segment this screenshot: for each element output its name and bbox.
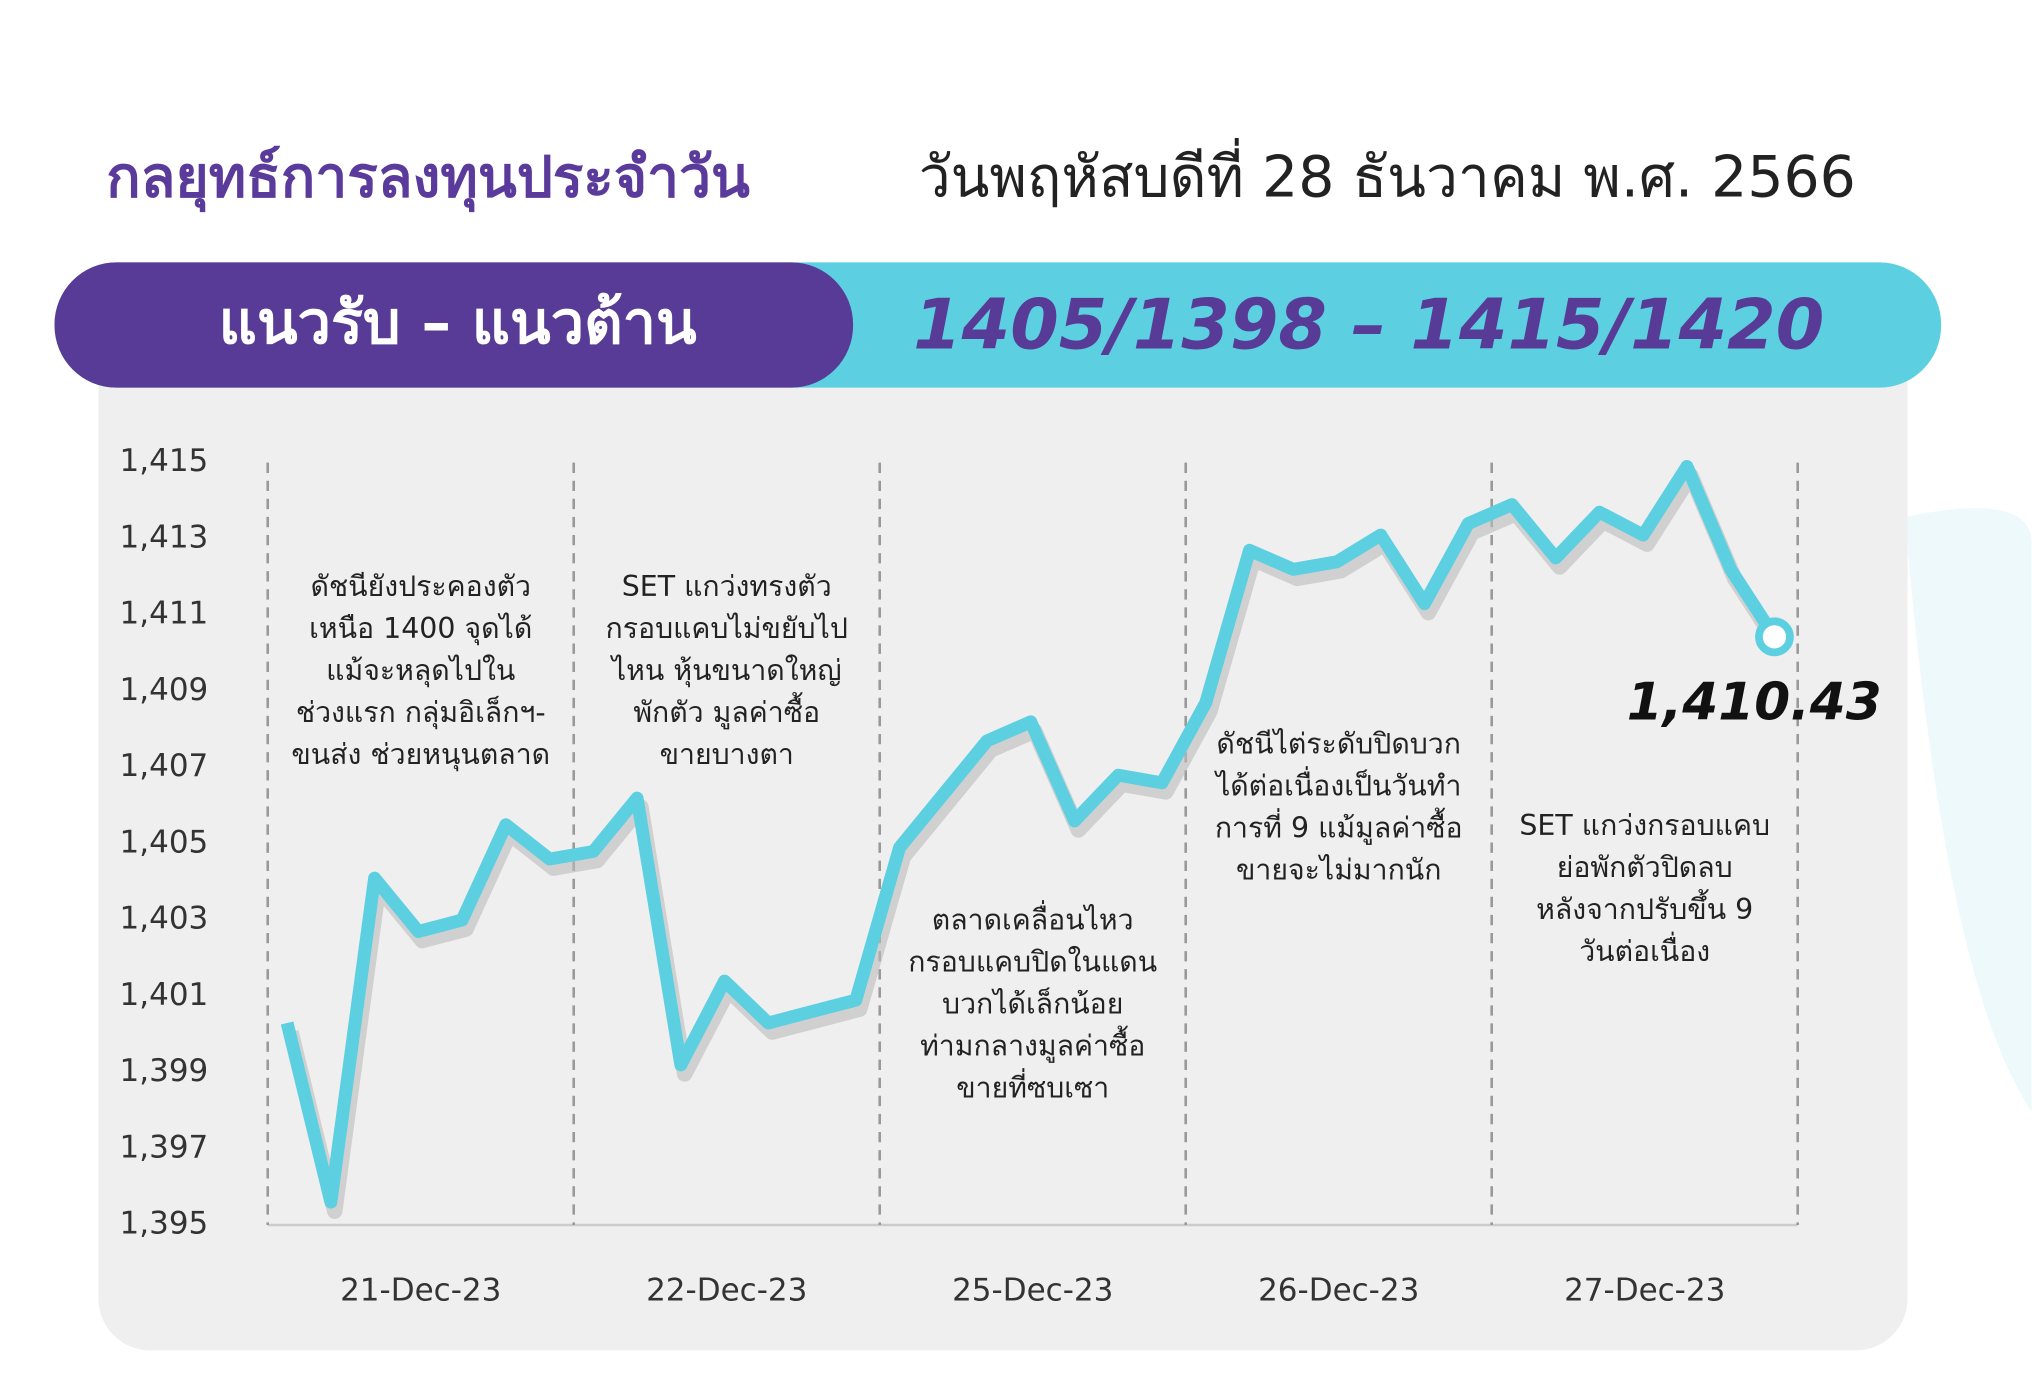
annotation: กรอบแคบไม่ขยับไป [606, 612, 848, 645]
last-label: 1,410.43 [1627, 673, 1882, 733]
y-tick-label: 1,407 [120, 748, 209, 784]
line [280, 459, 1780, 1209]
y-tick-label: 1,405 [120, 824, 209, 860]
y-tick-label: 1,397 [120, 1129, 209, 1165]
annotation: แม้จะหลุดไปใน [326, 654, 515, 688]
annotation: ช่วงแรก กลุ่มอิเล็กฯ- [296, 694, 546, 730]
y-tick-label: 1,403 [120, 901, 209, 937]
annotation: ย่อพักตัวปิดลบ [1557, 851, 1733, 884]
annotation: ได้ต่อเนื่องเป็นวันทำ [1214, 767, 1462, 803]
annotation: ตลาดเคลื่อนไหว [932, 900, 1134, 936]
y-tick-label: 1,399 [120, 1053, 209, 1089]
banner-left [54, 262, 854, 388]
annotation: กรอบแคบปิดในแดน [908, 945, 1157, 978]
annotation: SET แกว่งกรอบแคบ [1519, 809, 1770, 842]
x-tick-label: 25-Dec-23 [952, 1273, 1113, 1309]
date: วันพฤหัสบดีที่ 28 ธันวาคม พ.ศ. 2566 [919, 138, 1856, 211]
x-tick-label: 21-Dec-23 [340, 1273, 501, 1309]
annotation: บวกได้เล็กน้อย [942, 985, 1123, 1020]
banner-label: แนวรับ – แนวต้าน [219, 289, 697, 358]
x-tick-label: 27-Dec-23 [1564, 1273, 1725, 1309]
x-tick-label: 26-Dec-23 [1258, 1273, 1419, 1309]
last-point [1755, 617, 1794, 657]
annotation: ท่ามกลางมูลค่าซื้อ [920, 1025, 1145, 1063]
y-tick-label: 1,415 [120, 443, 209, 479]
y-tick-label: 1,409 [120, 672, 209, 708]
annotation: ขายบางตา [660, 738, 794, 771]
y-tick-label: 1,395 [120, 1206, 209, 1242]
annotation: เหนือ 1400 จุดได้ [309, 612, 532, 646]
annotation: การที่ 9 แม้มูลค่าซื้อ [1215, 808, 1463, 846]
y-tick-label: 1,401 [120, 977, 209, 1013]
x-tick-label: 22-Dec-23 [646, 1273, 807, 1309]
annotation: ขายที่ซบเซา [956, 1068, 1109, 1104]
annotation: ไหน หุ้นขนาดใหญ่ [610, 654, 842, 688]
annotation: พักตัว มูลค่าซื้อ [633, 692, 820, 730]
annotation: หลังจากปรับขึ้น 9 [1536, 889, 1753, 926]
y-tick-label: 1,411 [120, 596, 209, 632]
banner-value: 1405/1398 – 1415/1420 [913, 285, 1824, 366]
panel [98, 335, 1908, 1351]
annotation: SET แกว่งทรงตัว [622, 570, 832, 603]
annotation: ขนส่ง ช่วยหนุนตลาด [291, 738, 550, 772]
annotation: วันต่อเนื่อง [1579, 932, 1710, 968]
annotation: ดัชนีไต่ระดับปิดบวก [1216, 728, 1461, 761]
annotation: ดัชนียังประคองตัว [310, 570, 531, 603]
y-tick-label: 1,413 [120, 519, 209, 555]
title: กลยุทธ์การลงทุนประจำวัน [106, 145, 750, 213]
annotation: ขายจะไม่มากนัก [1236, 854, 1441, 887]
decor [1904, 508, 2032, 1112]
